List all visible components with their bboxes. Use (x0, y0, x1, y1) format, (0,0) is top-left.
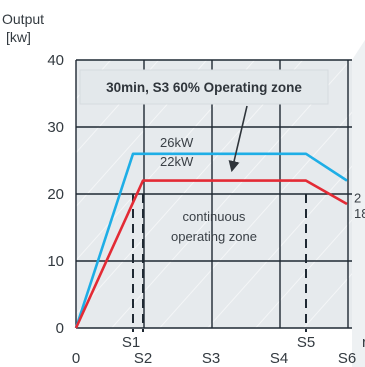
grid: 0 10 20 30 40 0 S2 S3 S4 S6 S1 S5 r (47, 52, 365, 367)
end-labels: 218 (354, 190, 365, 220)
decor-diagonal (172, 150, 365, 367)
end-label: 2 (354, 190, 361, 205)
series-line-red (74, 179, 348, 329)
decor-diagonal (124, 97, 365, 367)
decor-wedge (352, 40, 365, 367)
x-tick-label: 0 (72, 350, 80, 367)
label-26kw: 26kW (160, 135, 194, 150)
series (74, 152, 348, 329)
label-22kw: 22kW (160, 154, 194, 169)
x-tick-label: S6 (338, 350, 356, 367)
y-axis-label: Output (2, 11, 44, 27)
y-tick-label: 10 (47, 253, 64, 270)
decor-diagonal (0, 0, 117, 132)
y-tick-label: 30 (47, 119, 64, 136)
zone-arrow (228, 105, 248, 173)
x-tick-label-upper: S5 (297, 334, 315, 351)
x-tick-label: S2 (134, 350, 152, 367)
annotations: 30min, S3 60% Operating zone 26kW 22kW c… (79, 69, 329, 244)
decor-diagonal (268, 258, 365, 367)
decor-diagonal (220, 204, 365, 367)
zone-box-label: 30min, S3 60% Operating zone (106, 80, 302, 95)
dashed-markers (132, 194, 307, 332)
x-tick-label-upper: S1 (122, 334, 140, 351)
continuous-label-1: continuous (183, 209, 246, 224)
y-tick-label: 40 (47, 52, 64, 69)
end-label: 18 (354, 206, 365, 221)
x-tick-label: S4 (270, 350, 288, 367)
zone-box (79, 69, 329, 105)
y-tick-label: 0 (56, 320, 64, 337)
x-tick-label: S3 (202, 350, 220, 367)
y-axis-unit: [kw] (6, 29, 31, 45)
x-axis-label-partial: r (362, 334, 365, 351)
continuous-label-2: operating zone (171, 229, 257, 244)
axes: Output [kw] (2, 11, 44, 45)
series-line-blue (74, 152, 348, 329)
y-tick-label: 20 (47, 186, 64, 203)
